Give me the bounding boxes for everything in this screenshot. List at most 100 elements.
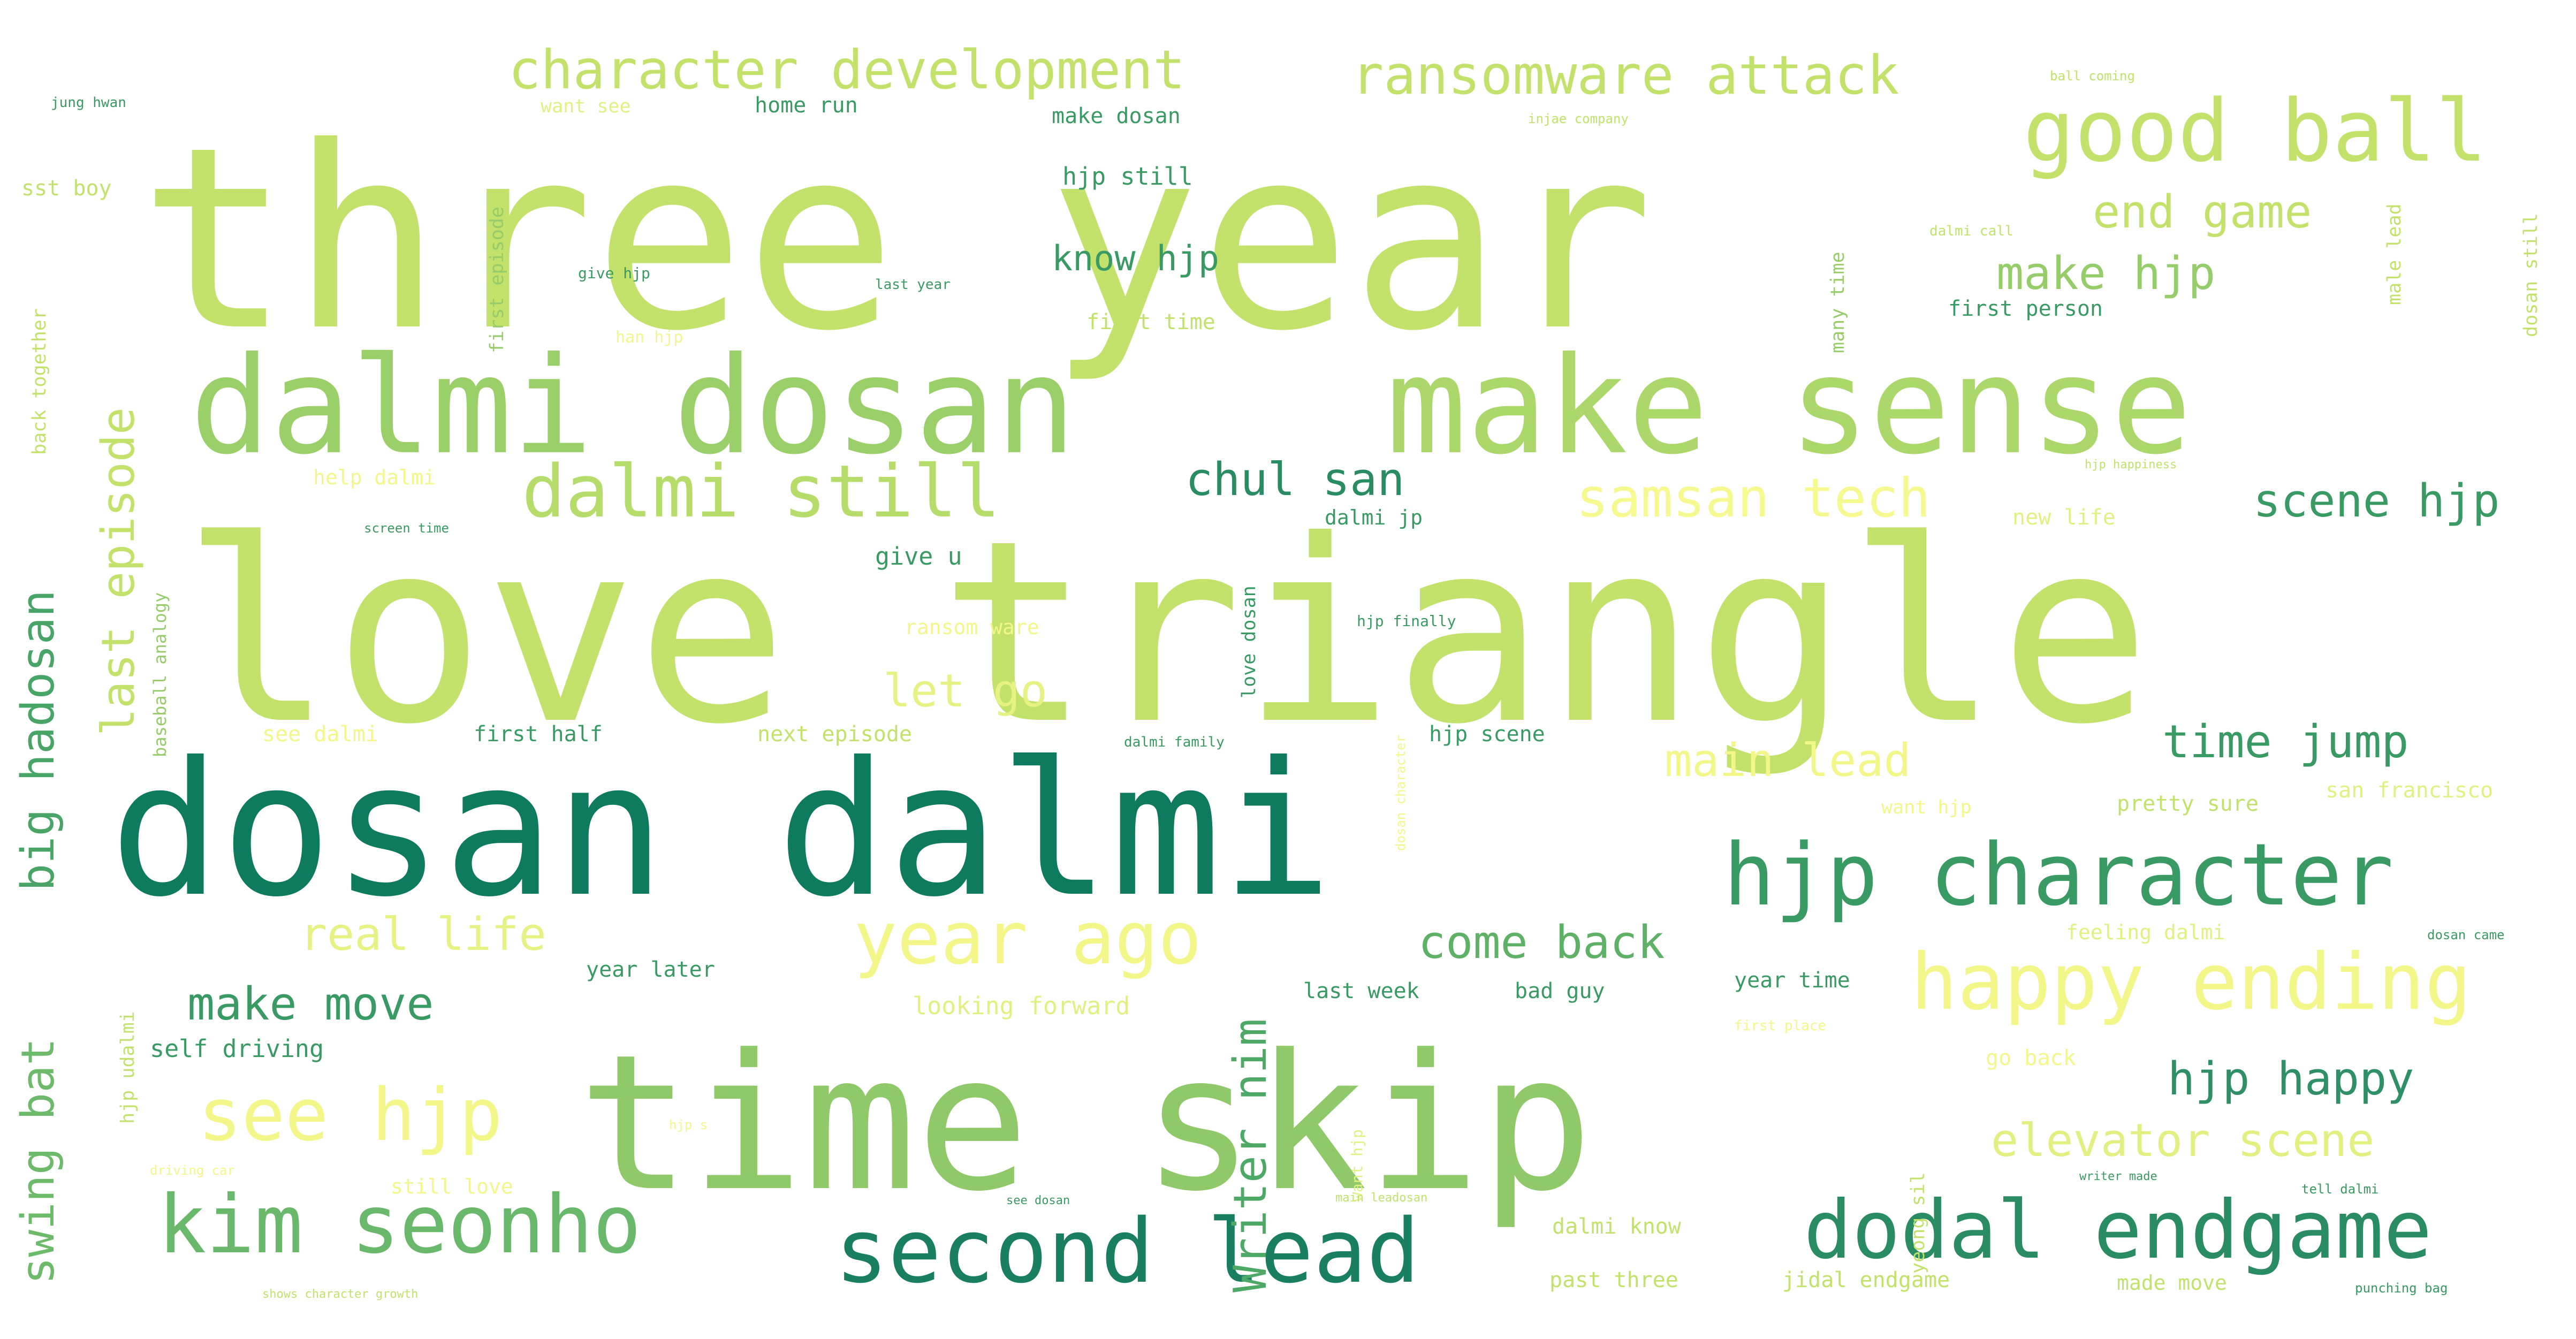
cloud-word: han hjp bbox=[615, 328, 683, 347]
cloud-word: injae company bbox=[1528, 111, 1629, 126]
cloud-word: hjp still bbox=[1062, 162, 1193, 191]
cloud-word: shows character growth bbox=[262, 1288, 418, 1301]
cloud-word: love dosan bbox=[1238, 585, 1260, 698]
cloud-word: second lead bbox=[835, 1200, 1420, 1303]
cloud-word: main lead bbox=[1665, 734, 1911, 787]
cloud-word: dalmi call bbox=[1929, 223, 2013, 239]
cloud-word: come back bbox=[1418, 916, 1665, 969]
cloud-word: hjp happy bbox=[2168, 1053, 2414, 1106]
cloud-word: back together bbox=[29, 308, 50, 455]
cloud-word: ransom ware bbox=[905, 615, 1039, 639]
cloud-word: real life bbox=[300, 908, 546, 961]
cloud-word: driving car bbox=[150, 1163, 235, 1178]
cloud-word: screen time bbox=[364, 521, 449, 536]
cloud-word: samsan tech bbox=[1576, 467, 1931, 529]
cloud-word: first time bbox=[1086, 310, 1215, 334]
cloud-word: hjp udalmi bbox=[117, 1011, 139, 1124]
cloud-word: punching bag bbox=[2355, 1281, 2448, 1296]
cloud-word: last year bbox=[875, 277, 951, 293]
cloud-word: see dosan bbox=[1006, 1194, 1070, 1207]
cloud-word: time skip bbox=[578, 1014, 1593, 1233]
cloud-word: year later bbox=[586, 957, 715, 982]
cloud-word: writer made bbox=[2079, 1170, 2157, 1183]
cloud-word: male lead bbox=[2384, 203, 2405, 305]
cloud-word: first place bbox=[1734, 1018, 1826, 1034]
cloud-word: end game bbox=[2093, 186, 2312, 239]
cloud-word: make hjp bbox=[1996, 247, 2215, 300]
cloud-word: san francisco bbox=[2326, 778, 2493, 803]
cloud-word: first person bbox=[1948, 296, 2103, 321]
cloud-word: big hadosan bbox=[12, 590, 65, 891]
cloud-word: hjp scene bbox=[1429, 722, 1545, 747]
cloud-word: first episode bbox=[487, 207, 508, 353]
cloud-word: feeling dalmi bbox=[2066, 920, 2225, 944]
cloud-word: dosan dalmi bbox=[110, 723, 1333, 938]
cloud-word: make sense bbox=[1386, 328, 2192, 484]
cloud-word: baseball analogy bbox=[150, 592, 170, 757]
cloud-word: year time bbox=[1734, 968, 1850, 993]
cloud-word: jung hwan bbox=[51, 95, 126, 111]
cloud-word: want see bbox=[541, 96, 631, 117]
cloud-word: dodal endgame bbox=[1804, 1184, 2432, 1277]
cloud-word: see hjp bbox=[198, 1073, 503, 1157]
cloud-word: make move bbox=[187, 978, 434, 1031]
cloud-word: main leadosan bbox=[1335, 1191, 1427, 1205]
cloud-word: jidal endgame bbox=[1782, 1268, 1950, 1292]
cloud-word: first half bbox=[474, 722, 603, 747]
cloud-word: dalmi dosan bbox=[190, 328, 1076, 484]
cloud-word: looking forward bbox=[913, 992, 1130, 1020]
cloud-word: next episode bbox=[757, 722, 912, 747]
cloud-word: go back bbox=[1986, 1046, 2076, 1070]
cloud-word: make dosan bbox=[1052, 104, 1181, 128]
cloud-word: sst boy bbox=[21, 176, 112, 201]
cloud-word: hjp character bbox=[1723, 825, 2393, 925]
cloud-word: new life bbox=[2012, 505, 2116, 530]
cloud-word: home run bbox=[755, 93, 858, 118]
cloud-word: hjp s bbox=[669, 1117, 708, 1132]
cloud-word: kim seonho bbox=[158, 1178, 641, 1272]
cloud-word: want hjp bbox=[1348, 1129, 1366, 1201]
cloud-word: Writer nim bbox=[1224, 1018, 1277, 1292]
cloud-word: know hjp bbox=[1052, 239, 1219, 279]
cloud-word: dosan character bbox=[1393, 735, 1408, 851]
cloud-word: scene hjp bbox=[2253, 475, 2500, 528]
cloud-word: past three bbox=[1549, 1268, 1678, 1292]
cloud-word: self driving bbox=[150, 1034, 324, 1063]
cloud-word: give hjp bbox=[578, 264, 650, 282]
cloud-word: let go bbox=[883, 665, 1047, 718]
cloud-word: see dalmi bbox=[262, 722, 378, 747]
cloud-word: dosan came bbox=[2427, 927, 2505, 942]
cloud-word: hjp finally bbox=[1357, 612, 1456, 630]
cloud-word: chul san bbox=[1186, 453, 1404, 506]
cloud-word: ransomware attack bbox=[1351, 44, 1899, 106]
cloud-word: pretty sure bbox=[2117, 792, 2259, 816]
cloud-word: year ago bbox=[854, 896, 1202, 980]
cloud-word: ball coming bbox=[2050, 69, 2135, 83]
cloud-word: character development bbox=[508, 39, 1185, 101]
cloud-word: tell dalmi bbox=[2301, 1182, 2379, 1197]
cloud-word: bad guy bbox=[1515, 979, 1605, 1003]
cloud-word: love triangle bbox=[182, 486, 2151, 779]
cloud-word: swing bat bbox=[12, 1038, 65, 1284]
cloud-word: elevator scene bbox=[1991, 1114, 2374, 1167]
cloud-word: want hjp bbox=[1881, 797, 1972, 818]
cloud-word: hjp happiness bbox=[2085, 458, 2177, 471]
cloud-word: dalmi know bbox=[1552, 1214, 1682, 1239]
cloud-word: yeong sil bbox=[1908, 1172, 1929, 1274]
cloud-word: three year bbox=[139, 93, 1654, 386]
cloud-word: dalmi family bbox=[1124, 734, 1225, 750]
cloud-word: happy ending bbox=[1911, 937, 2472, 1028]
cloud-word: still love bbox=[391, 1175, 513, 1198]
cloud-word: time jump bbox=[2162, 716, 2409, 769]
cloud-word: dalmi jp bbox=[1325, 506, 1423, 529]
cloud-word: last episode bbox=[92, 407, 145, 736]
cloud-word: give u bbox=[875, 542, 962, 570]
cloud-word: last week bbox=[1303, 979, 1419, 1003]
cloud-word: good ball bbox=[2023, 81, 2487, 181]
cloud-word: many time bbox=[1827, 252, 1849, 353]
cloud-word: dosan still bbox=[2520, 213, 2542, 337]
cloud-word: made move bbox=[2117, 1271, 2227, 1295]
cloud-word: dalmi still bbox=[522, 450, 1000, 534]
